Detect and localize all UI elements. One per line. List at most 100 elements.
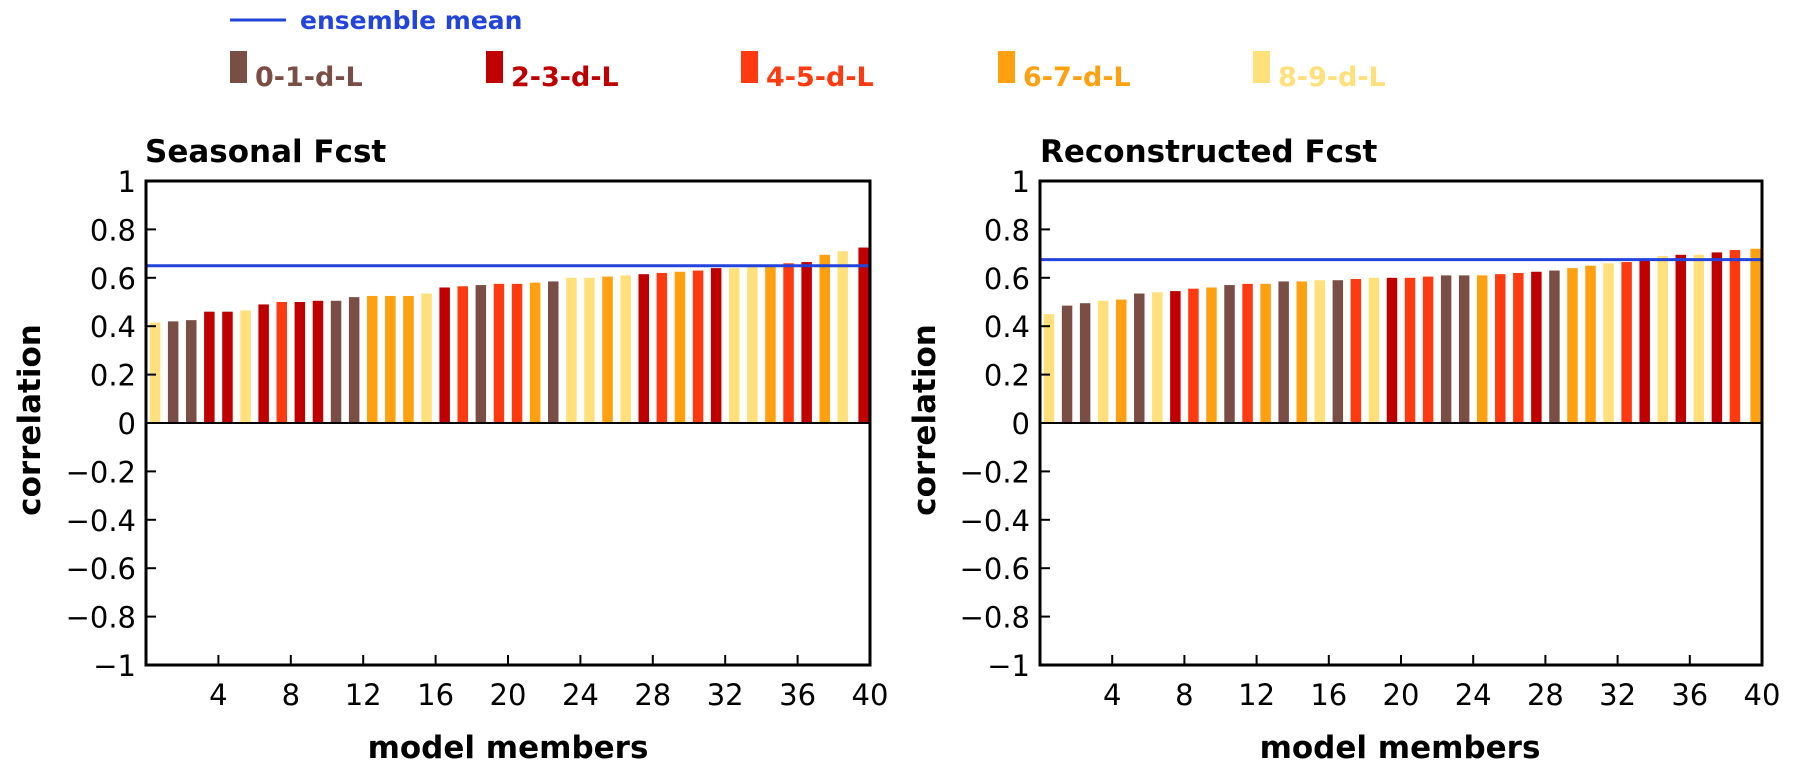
x-tick-label: 4	[1103, 678, 1121, 712]
bar-member-36	[783, 263, 794, 423]
bar-member-1	[149, 322, 161, 423]
bar-member-2	[1061, 305, 1073, 423]
bar-member-40	[858, 247, 869, 423]
bar-member-5	[1115, 299, 1127, 423]
bar-member-22	[1422, 276, 1434, 423]
bar-member-7	[258, 304, 269, 423]
y-tick-label: −0.8	[66, 601, 136, 635]
bar-member-3	[186, 320, 197, 423]
x-tick-label: 12	[345, 678, 382, 712]
y-tick-label: 0	[1012, 407, 1030, 441]
bar-member-5	[222, 311, 233, 423]
bar-member-28	[1531, 271, 1542, 423]
bar-member-35	[765, 266, 776, 423]
bar-member-8	[276, 302, 287, 423]
y-tick-label: 0.6	[90, 262, 136, 296]
bar-member-35	[1657, 256, 1668, 423]
x-tick-label: 28	[1527, 678, 1564, 712]
bar-member-23	[548, 281, 559, 423]
bar-member-28	[638, 274, 649, 423]
bar-member-9	[1188, 288, 1199, 423]
bar-member-7	[1152, 292, 1163, 423]
legend-label-4-5-d-L: 4-5-d-L	[766, 62, 874, 93]
bar-member-9	[294, 302, 306, 423]
bar-member-32	[1603, 263, 1614, 423]
panel-reconstructed-fcst: Reconstructed Fcst model members correla…	[907, 134, 1780, 764]
legend-swatch-4-5-d-L	[741, 51, 758, 83]
bar-member-11	[330, 300, 342, 423]
legend-label-6-7-d-L: 6-7-d-L	[1023, 62, 1131, 93]
legend-swatch-8-9-d-L	[1253, 51, 1270, 83]
y-tick-label: −0.8	[960, 601, 1030, 635]
bar-member-34	[747, 266, 758, 423]
bar-member-26	[602, 276, 613, 423]
bar-member-4	[1097, 300, 1109, 423]
x-tick-label: 36	[779, 678, 816, 712]
bar-member-39	[837, 251, 849, 423]
bar-member-37	[801, 262, 812, 423]
legend-swatch-2-3-d-L	[486, 51, 503, 83]
bar-member-30	[674, 271, 686, 423]
x-tick-label: 32	[707, 678, 744, 712]
x-tick-label: 8	[282, 678, 300, 712]
legend-swatch-6-7-d-L	[998, 51, 1015, 83]
bar-member-27	[620, 275, 631, 423]
legend-label-0-1-d-L: 0-1-d-L	[255, 62, 363, 93]
bar-member-11	[1224, 285, 1235, 423]
bar-member-17	[439, 287, 450, 423]
y-tick-label: 0	[118, 407, 136, 441]
bar-member-25	[584, 277, 595, 423]
y-tick-label: 0.8	[90, 213, 136, 247]
y-tick-label: −0.2	[66, 455, 136, 489]
bar-member-15	[1296, 281, 1307, 423]
bar-member-38	[819, 254, 830, 423]
y-tick-label: 1	[118, 165, 136, 199]
bar-member-31	[692, 270, 704, 423]
panel-seasonal-fcst: Seasonal Fcst model members correlation …	[12, 134, 888, 764]
bars	[1043, 248, 1761, 423]
bar-member-33	[1621, 262, 1632, 423]
y-tick-label: −0.4	[960, 504, 1030, 538]
bar-member-25	[1476, 275, 1488, 423]
bar-member-18	[1350, 279, 1362, 423]
bar-member-15	[403, 295, 414, 423]
bar-member-14	[1278, 281, 1289, 423]
bar-member-17	[1332, 280, 1344, 423]
bar-member-6	[1134, 293, 1145, 423]
bar-member-10	[312, 300, 324, 423]
y-tick-label: 0.4	[90, 310, 136, 344]
bar-member-20	[493, 283, 505, 423]
x-axis-label-reconstructed: model members	[1260, 730, 1541, 764]
bar-member-27	[1513, 272, 1524, 423]
legend-swatch-0-1-d-L	[230, 51, 247, 83]
x-tick-label: 16	[417, 678, 454, 712]
bar-member-34	[1639, 260, 1650, 423]
bar-member-14	[385, 295, 396, 423]
x-axis-label-seasonal: model members	[368, 730, 649, 764]
bar-member-26	[1495, 274, 1506, 423]
x-tick-label: 12	[1238, 678, 1275, 712]
bar-member-18	[457, 286, 468, 423]
bar-member-29	[1549, 270, 1560, 423]
bar-member-2	[167, 321, 179, 423]
bar-member-24	[566, 277, 577, 423]
bar-member-10	[1206, 287, 1217, 423]
bar-member-24	[1458, 275, 1470, 423]
x-tick-label: 28	[634, 678, 671, 712]
legend: ensemble mean 0-1-d-L 2-3-d-L 4-5-d-L 6-7-d…	[230, 6, 1386, 93]
y-tick-label: −0.2	[960, 455, 1030, 489]
bar-member-8	[1170, 291, 1181, 423]
y-tick-label: −0.6	[66, 552, 136, 586]
y-axis-label-reconstructed: correlation	[907, 324, 943, 516]
x-tick-label: 20	[1383, 678, 1420, 712]
bar-member-16	[421, 293, 432, 423]
y-tick-label: −0.4	[66, 504, 136, 538]
bar-member-33	[729, 268, 740, 423]
x-tick-label: 40	[852, 678, 889, 712]
bar-member-20	[1386, 277, 1398, 423]
bar-member-21	[1404, 277, 1416, 423]
x-tick-label: 40	[1744, 678, 1781, 712]
legend-label-8-9-d-L: 8-9-d-L	[1278, 62, 1386, 93]
x-tick-label: 16	[1310, 678, 1347, 712]
